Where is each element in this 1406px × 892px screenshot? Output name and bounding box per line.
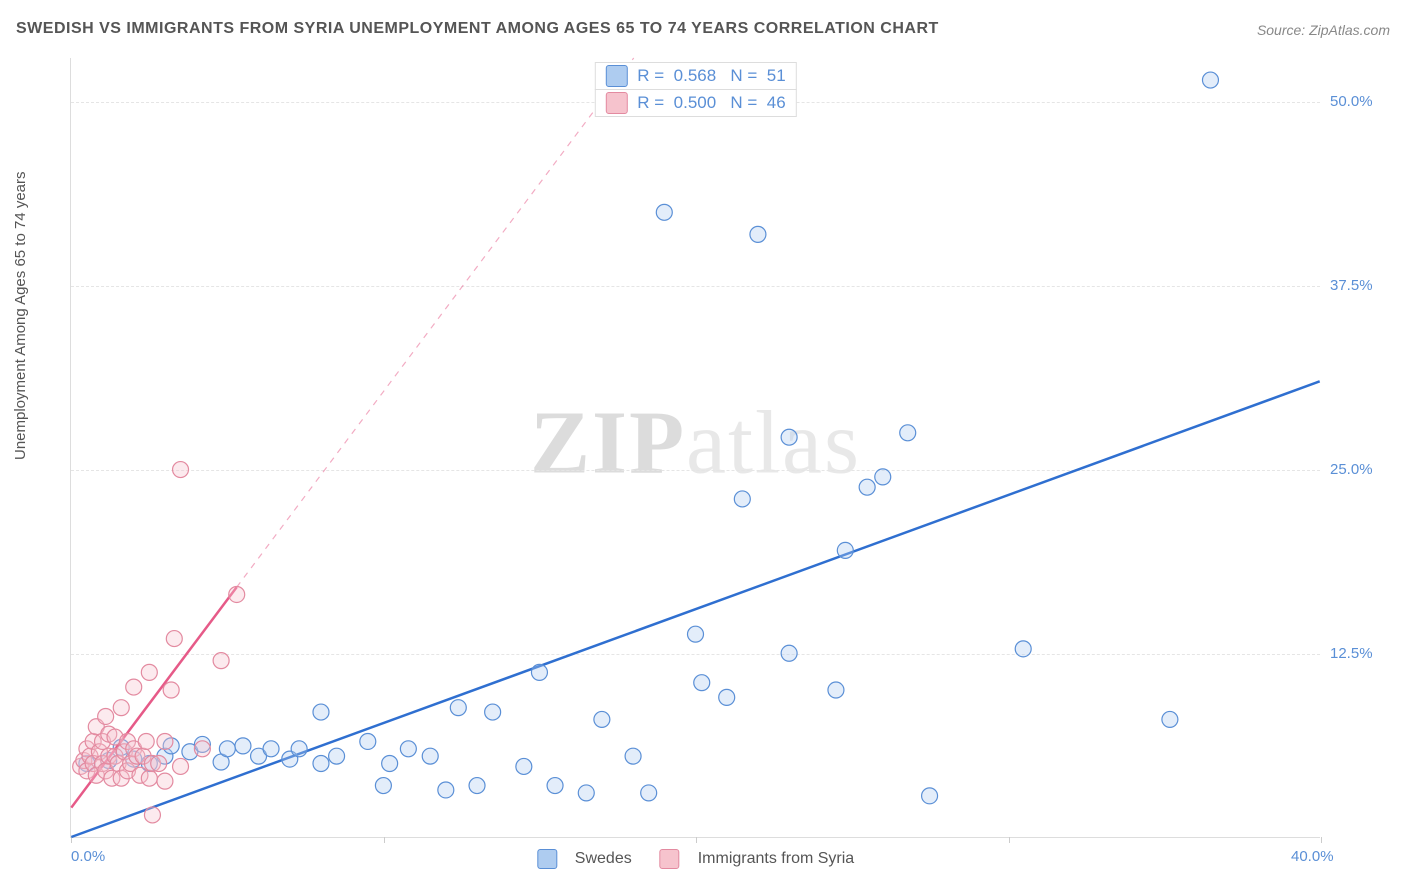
n-value-swedes: 51 [767, 66, 786, 86]
xtick-label: 0.0% [71, 848, 105, 865]
n-label-syria: N = [730, 93, 757, 113]
y-axis-label: Unemployment Among Ages 65 to 74 years [12, 171, 29, 460]
n-value-syria: 46 [767, 93, 786, 113]
stats-row-syria: R = 0.500 N = 46 [594, 89, 796, 117]
r-label-syria: R = [637, 93, 664, 113]
stats-row-swedes: R = 0.568 N = 51 [594, 62, 796, 90]
scatter-plot [71, 58, 1320, 837]
bottom-legend: Swedes Immigrants from Syria [537, 849, 854, 869]
r-value-swedes: 0.568 [674, 66, 717, 86]
chart-title: SWEDISH VS IMMIGRANTS FROM SYRIA UNEMPLO… [16, 20, 939, 38]
correlation-stats-box: R = 0.568 N = 51 R = 0.500 N = 46 [594, 62, 796, 116]
source-name: ZipAtlas.com [1309, 22, 1390, 38]
legend-swatch-swedes [537, 849, 557, 869]
xtick-label: 40.0% [1291, 848, 1334, 865]
chart-area: ZIPatlas R = 0.568 N = 51 R = 0.500 N = … [70, 58, 1320, 838]
legend-swatch-syria [660, 849, 680, 869]
ytick-label: 50.0% [1330, 93, 1390, 110]
legend-label-syria: Immigrants from Syria [698, 850, 854, 868]
ytick-label: 37.5% [1330, 277, 1390, 294]
legend-label-swedes: Swedes [575, 850, 632, 868]
r-value-syria: 0.500 [674, 93, 717, 113]
legend-item-syria: Immigrants from Syria [660, 849, 854, 869]
r-label-swedes: R = [637, 66, 664, 86]
legend-item-swedes: Swedes [537, 849, 632, 869]
ytick-label: 12.5% [1330, 645, 1390, 662]
ytick-label: 25.0% [1330, 461, 1390, 478]
swatch-syria [605, 92, 627, 114]
source-label: Source: [1257, 22, 1305, 38]
swatch-swedes [605, 65, 627, 87]
source-attribution: Source: ZipAtlas.com [1257, 22, 1390, 38]
n-label-swedes: N = [730, 66, 757, 86]
